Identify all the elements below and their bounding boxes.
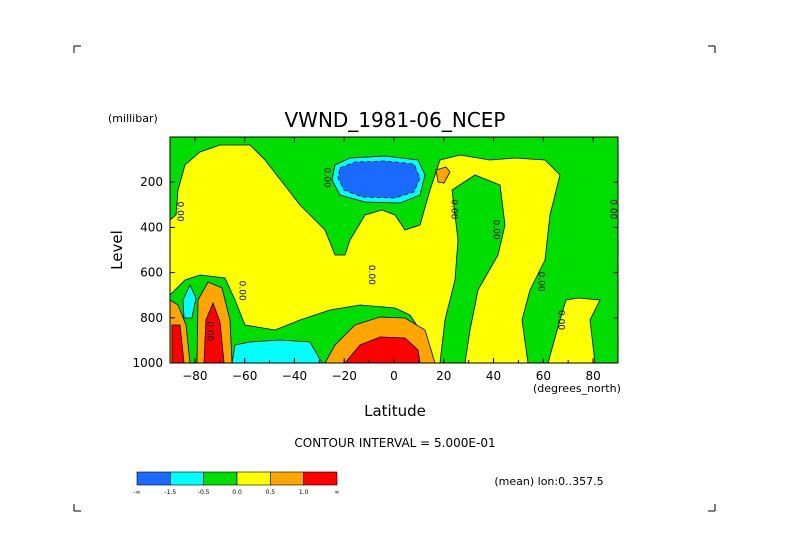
contour-label: 0.00: [555, 310, 565, 330]
y-tick-label: 1000: [132, 356, 163, 370]
contour-fill-red: [171, 324, 185, 363]
colorbar-tick-label: 0.5: [266, 489, 276, 496]
y-units-label: (millibar): [108, 112, 158, 125]
contour-plot-area: [170, 137, 618, 363]
y-axis-label: Level: [108, 230, 126, 270]
contour-label: 0.00: [448, 199, 458, 219]
contour-label: 0.00: [321, 168, 331, 188]
x-tick-label: 0: [390, 369, 398, 383]
colorbar-tick-label: 1.0: [299, 489, 309, 496]
colorbar-tick-label: -∞: [133, 489, 140, 496]
chart-title: VWND_1981-06_NCEP: [284, 108, 505, 132]
contour-fill-orange: [435, 166, 451, 184]
contour-label: 0.00: [535, 272, 545, 292]
x-tick-label: −20: [332, 369, 357, 383]
y-tick-label: 800: [140, 311, 163, 325]
contour-label: 0.00: [366, 265, 376, 285]
contour-label: 0.00: [204, 321, 214, 341]
x-units-label: (degrees_north): [533, 382, 621, 395]
contour-interval-text: CONTOUR INTERVAL = 5.000E-01: [294, 436, 495, 450]
contour-fill-red: [203, 301, 225, 363]
colorbar-swatch: [236, 471, 271, 486]
contour-fill-blue: [337, 160, 421, 199]
x-tick-label: −60: [232, 369, 257, 383]
contour-fill-cyan: [231, 339, 323, 363]
colorbar-swatch: [170, 471, 204, 486]
contour-label: 0.00: [174, 202, 184, 222]
y-tick-label: 600: [140, 266, 163, 280]
x-tick-label: 80: [585, 369, 600, 383]
contour-labels: 0.00 0.00 0.00 0.00 0.00 0.00 0.00 0.00 0.00 0.00: [174, 168, 617, 342]
x-axis: −80 −60 −40 −20 0 20 40 60 80: [169, 137, 619, 383]
colorbar-tick-label: -0.5: [198, 489, 210, 496]
x-tick-label: 60: [536, 369, 551, 383]
contour-label: 0.00: [608, 199, 618, 219]
x-tick-label: 40: [486, 369, 501, 383]
contour-fill-cyan: [182, 284, 197, 319]
colorbar-swatch: [270, 471, 304, 486]
colorbar-tick-label: 0.0: [232, 489, 242, 496]
colorbar: -∞ -1.5 -0.5 0.0 0.5 1.0 ∞: [133, 471, 340, 496]
contour-fill-red: [344, 336, 421, 363]
x-tick-label: −80: [182, 369, 207, 383]
contour-fill-green: [439, 174, 506, 363]
y-tick-label: 400: [140, 220, 163, 234]
colorbar-swatch: [203, 471, 238, 486]
colorbar-tick-label: -1.5: [164, 489, 176, 496]
colorbar-swatch: [136, 471, 171, 486]
colorbar-swatch: [303, 471, 338, 486]
x-tick-label: 20: [436, 369, 451, 383]
contour-label: 0.00: [237, 281, 247, 301]
x-tick-label: −40: [282, 369, 307, 383]
colorbar-tick-label: ∞: [335, 489, 340, 496]
footer-text: (mean) lon:0..357.5: [494, 475, 603, 488]
x-axis-label: Latitude: [364, 402, 426, 420]
crop-marks: [73, 45, 716, 512]
y-tick-label: 200: [140, 175, 163, 189]
y-axis: 200 400 600 800 1000: [132, 175, 618, 370]
contour-label: 0.00: [491, 220, 501, 240]
